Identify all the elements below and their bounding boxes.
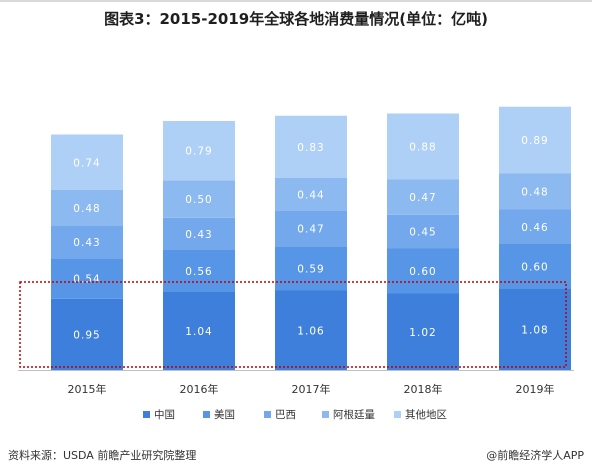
- data-label-3-5: 0.46: [521, 222, 548, 234]
- bar-segment-3-2: [163, 217, 235, 250]
- brand-credit: @前瞻经济学人APP: [486, 447, 584, 463]
- legend-label-4: 阿根廷量: [333, 408, 375, 421]
- data-label-5-4: 0.88: [409, 142, 436, 154]
- data-label-4-4: 0.47: [409, 192, 436, 204]
- bar-segment-4-3: [275, 178, 347, 211]
- data-label-5-3: 0.83: [297, 142, 324, 154]
- data-label-3-1: 0.43: [73, 237, 100, 249]
- bar-segment-5-4: [387, 113, 459, 180]
- bar-segment-4-4: [387, 179, 459, 215]
- bar-segment-1-2: [163, 292, 235, 370]
- brand-text: @前瞻经济学人APP: [486, 449, 584, 462]
- data-label-4-2: 0.50: [185, 194, 212, 206]
- data-label-2-4: 0.60: [409, 266, 436, 278]
- bar-segment-5-5: [499, 106, 571, 174]
- legend-swatch-4: [322, 411, 329, 418]
- bar-segment-1-1: [51, 298, 123, 370]
- data-label-2-3: 0.59: [297, 263, 324, 275]
- bar-segment-3-1: [51, 226, 123, 259]
- data-label-1-3: 1.06: [297, 325, 324, 337]
- legend-swatch-2: [203, 411, 210, 418]
- bar-segment-2-5: [499, 244, 571, 289]
- data-label-3-3: 0.47: [297, 224, 324, 236]
- bar-segment-3-3: [275, 211, 347, 247]
- data-label-5-2: 0.79: [185, 146, 212, 158]
- bar-segment-5-2: [163, 121, 235, 181]
- bar-segment-5-3: [275, 115, 347, 178]
- data-label-2-1: 0.54: [73, 274, 100, 286]
- data-label-1-5: 1.08: [521, 325, 548, 337]
- bar-segment-2-1: [51, 258, 123, 299]
- legend-swatch-5: [394, 411, 401, 418]
- legend-label-5: 其他地区: [405, 408, 447, 421]
- bar-segment-3-5: [499, 209, 571, 244]
- x-tick-label-2: 2016年: [180, 382, 219, 396]
- bar-segment-2-4: [387, 248, 459, 294]
- bar-segment-1-4: [387, 293, 459, 370]
- x-tick-label-4: 2018年: [404, 382, 443, 396]
- data-label-4-1: 0.48: [73, 203, 100, 215]
- top-divider: [0, 0, 592, 2]
- data-label-5-5: 0.89: [521, 135, 548, 147]
- data-label-4-3: 0.44: [297, 190, 324, 202]
- bar-segment-3-4: [387, 214, 459, 249]
- data-label-3-4: 0.45: [409, 227, 436, 239]
- bar-segment-1-5: [499, 289, 571, 370]
- data-label-1-1: 0.95: [73, 329, 100, 341]
- bar-segment-4-2: [163, 180, 235, 218]
- bar-segment-4-1: [51, 190, 123, 226]
- bar-segment-5-1: [51, 134, 123, 190]
- legend-label-1: 中国: [154, 408, 175, 421]
- data-label-2-5: 0.60: [521, 262, 548, 274]
- data-label-2-2: 0.56: [185, 266, 212, 278]
- bar-segment-2-2: [163, 250, 235, 292]
- bar-segment-4-5: [499, 173, 571, 210]
- chart-title: 图表3：2015-2019年全球各地消费量情况(单位：亿吨): [104, 10, 488, 28]
- x-tick-label-1: 2015年: [68, 382, 107, 396]
- highlight-box: [19, 281, 567, 368]
- legend-swatch-3: [264, 411, 271, 418]
- data-label-1-2: 1.04: [185, 326, 212, 338]
- x-tick-label-5: 2019年: [516, 382, 555, 396]
- bar-segment-1-3: [275, 290, 347, 370]
- legend-label-2: 美国: [214, 408, 235, 421]
- source-note: 资料来源：USDA 前瞻产业研究院整理: [8, 449, 197, 462]
- x-tick-label-3: 2017年: [292, 382, 331, 396]
- data-label-1-4: 1.02: [409, 327, 436, 339]
- data-label-5-1: 0.74: [73, 157, 100, 169]
- legend-swatch-1: [143, 411, 150, 418]
- bar-segment-2-3: [275, 246, 347, 291]
- data-label-3-2: 0.43: [185, 229, 212, 241]
- data-label-4-5: 0.48: [521, 187, 548, 199]
- legend-label-3: 巴西: [275, 409, 296, 421]
